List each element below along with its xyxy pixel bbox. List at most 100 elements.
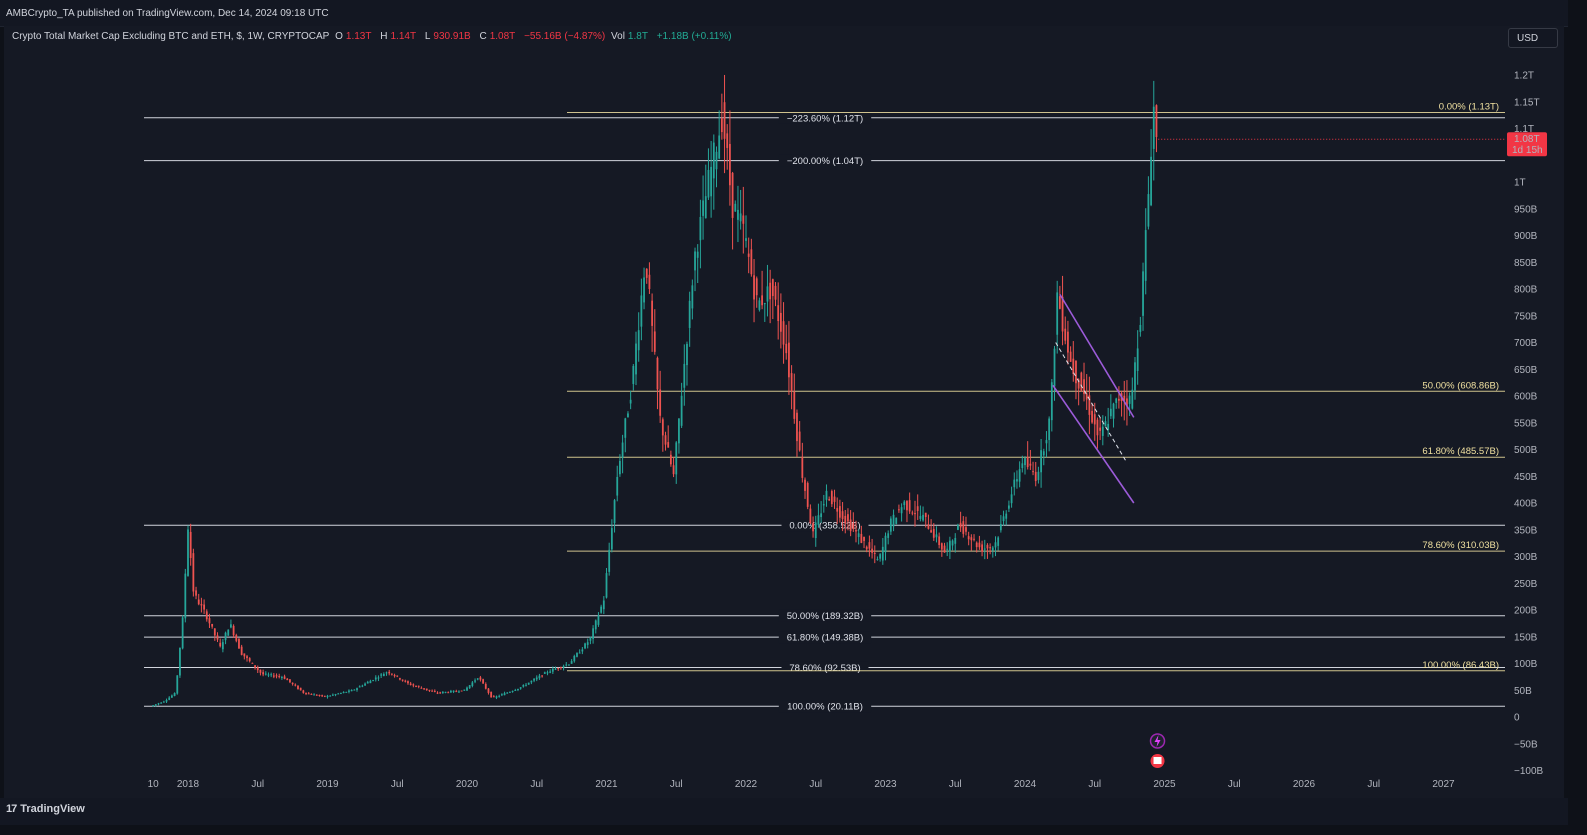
candle-body[interactable] — [1134, 362, 1136, 391]
candle-body[interactable] — [168, 697, 171, 700]
candle-body[interactable] — [914, 513, 916, 515]
candle-body[interactable] — [892, 514, 895, 527]
candle-body[interactable] — [179, 647, 181, 676]
candle-body[interactable] — [1042, 451, 1045, 456]
candle-body[interactable] — [678, 418, 680, 444]
candle-body[interactable] — [331, 694, 334, 696]
candle-body[interactable] — [798, 431, 801, 451]
candle-body[interactable] — [431, 690, 434, 692]
candle-body[interactable] — [345, 691, 348, 693]
candle-body[interactable] — [734, 203, 737, 212]
candle-body[interactable] — [906, 500, 908, 511]
candle-body[interactable] — [809, 508, 812, 524]
candle-body[interactable] — [838, 506, 841, 518]
candle-body[interactable] — [903, 501, 906, 506]
candle-body[interactable] — [999, 524, 1002, 531]
candle-body[interactable] — [407, 681, 409, 684]
candle-body[interactable] — [527, 682, 530, 685]
candle-body[interactable] — [782, 321, 785, 345]
candle-body[interactable] — [482, 679, 484, 684]
candle-body[interactable] — [1077, 379, 1080, 389]
candle-body[interactable] — [887, 533, 890, 538]
candle-body[interactable] — [973, 538, 975, 540]
candle-body[interactable] — [610, 528, 613, 550]
candle-body[interactable] — [779, 312, 782, 332]
candle-body[interactable] — [568, 664, 570, 666]
candle-body[interactable] — [503, 693, 506, 696]
candle-body[interactable] — [707, 169, 710, 198]
candle-body[interactable] — [291, 682, 294, 684]
candle-body[interactable] — [822, 504, 825, 506]
candle-body[interactable] — [745, 238, 747, 241]
candle-body[interactable] — [621, 442, 624, 458]
candle-body[interactable] — [860, 533, 863, 543]
candle-body[interactable] — [479, 677, 482, 680]
candle-body[interactable] — [219, 642, 222, 647]
candle-body[interactable] — [187, 529, 189, 576]
candle-body[interactable] — [433, 690, 436, 692]
candle-body[interactable] — [771, 279, 774, 297]
candle-body[interactable] — [289, 679, 291, 683]
candle-body[interactable] — [1152, 106, 1155, 149]
candle-body[interactable] — [374, 677, 377, 680]
candle-body[interactable] — [310, 693, 313, 695]
candle-body[interactable] — [396, 675, 399, 677]
candle-body[interactable] — [884, 535, 887, 553]
candle-body[interactable] — [195, 590, 197, 596]
candle-body[interactable] — [476, 678, 479, 680]
candle-body[interactable] — [382, 673, 385, 677]
candle-body[interactable] — [559, 667, 562, 669]
candle-body[interactable] — [661, 419, 664, 436]
candle-body[interactable] — [267, 674, 270, 676]
candle-body[interactable] — [243, 653, 246, 657]
candle-body[interactable] — [613, 500, 616, 524]
candle-body[interactable] — [686, 343, 688, 366]
candle-body[interactable] — [423, 688, 425, 690]
candle-body[interactable] — [514, 689, 517, 691]
candle-body[interactable] — [737, 209, 739, 220]
candle-body[interactable] — [911, 512, 914, 514]
candle-body[interactable] — [1139, 324, 1142, 332]
candle-body[interactable] — [280, 677, 283, 679]
candle-body[interactable] — [500, 694, 503, 696]
candle-body[interactable] — [189, 531, 192, 558]
candle-body[interactable] — [801, 456, 804, 478]
candle-body[interactable] — [940, 543, 943, 550]
candle-body[interactable] — [691, 285, 694, 309]
candle-body[interactable] — [900, 507, 903, 514]
candle-body[interactable] — [1026, 456, 1029, 468]
candle-body[interactable] — [986, 544, 989, 549]
candle-body[interactable] — [994, 542, 997, 548]
candle-body[interactable] — [171, 695, 173, 698]
candle-body[interactable] — [546, 672, 549, 674]
candle-body[interactable] — [1117, 398, 1120, 401]
candle-body[interactable] — [458, 691, 460, 693]
candle-body[interactable] — [935, 534, 938, 538]
candle-body[interactable] — [653, 331, 656, 352]
candle-body[interactable] — [629, 399, 632, 404]
candle-body[interactable] — [302, 690, 305, 693]
candle-body[interactable] — [664, 435, 667, 445]
candle-body[interactable] — [769, 282, 772, 300]
candle-body[interactable] — [962, 521, 965, 534]
candle-body[interactable] — [1005, 513, 1008, 519]
candle-body[interactable] — [463, 689, 466, 691]
candle-body[interactable] — [409, 683, 412, 685]
candle-body[interactable] — [259, 669, 262, 673]
candle-body[interactable] — [879, 554, 882, 559]
candle-body[interactable] — [165, 699, 168, 702]
candle-body[interactable] — [694, 251, 696, 271]
candle-body[interactable] — [221, 642, 224, 650]
candle-body[interactable] — [1104, 421, 1107, 427]
candle-body[interactable] — [1034, 471, 1037, 482]
candle-body[interactable] — [522, 684, 525, 687]
candle-body[interactable] — [978, 542, 981, 548]
candle-body[interactable] — [589, 637, 592, 641]
candle-body[interactable] — [863, 536, 865, 541]
candle-body[interactable] — [766, 286, 769, 302]
candle-body[interactable] — [1016, 479, 1018, 482]
candle-body[interactable] — [323, 695, 326, 697]
candle-body[interactable] — [525, 684, 527, 686]
candle-body[interactable] — [989, 547, 992, 549]
candle-body[interactable] — [718, 135, 721, 159]
